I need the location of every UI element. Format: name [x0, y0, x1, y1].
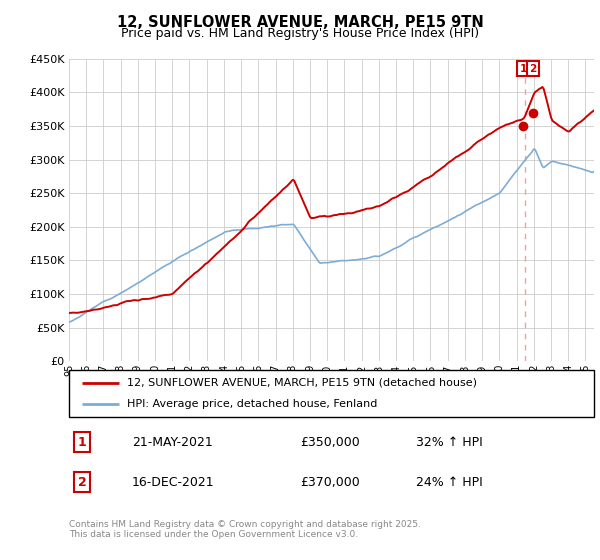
Text: 16-DEC-2021: 16-DEC-2021 — [132, 476, 215, 489]
FancyBboxPatch shape — [69, 370, 594, 417]
Text: 2: 2 — [78, 476, 86, 489]
Text: 1: 1 — [78, 436, 86, 449]
Text: Price paid vs. HM Land Registry's House Price Index (HPI): Price paid vs. HM Land Registry's House … — [121, 27, 479, 40]
Text: 12, SUNFLOWER AVENUE, MARCH, PE15 9TN (detached house): 12, SUNFLOWER AVENUE, MARCH, PE15 9TN (d… — [127, 378, 477, 388]
Text: £350,000: £350,000 — [300, 436, 360, 449]
Text: £370,000: £370,000 — [300, 476, 360, 489]
Text: 1: 1 — [520, 63, 527, 73]
Text: 2: 2 — [529, 63, 536, 73]
Text: HPI: Average price, detached house, Fenland: HPI: Average price, detached house, Fenl… — [127, 399, 377, 409]
Text: 21-MAY-2021: 21-MAY-2021 — [132, 436, 213, 449]
Text: 32% ↑ HPI: 32% ↑ HPI — [415, 436, 482, 449]
Text: Contains HM Land Registry data © Crown copyright and database right 2025.
This d: Contains HM Land Registry data © Crown c… — [69, 520, 421, 539]
Text: 24% ↑ HPI: 24% ↑ HPI — [415, 476, 482, 489]
Text: 12, SUNFLOWER AVENUE, MARCH, PE15 9TN: 12, SUNFLOWER AVENUE, MARCH, PE15 9TN — [116, 15, 484, 30]
